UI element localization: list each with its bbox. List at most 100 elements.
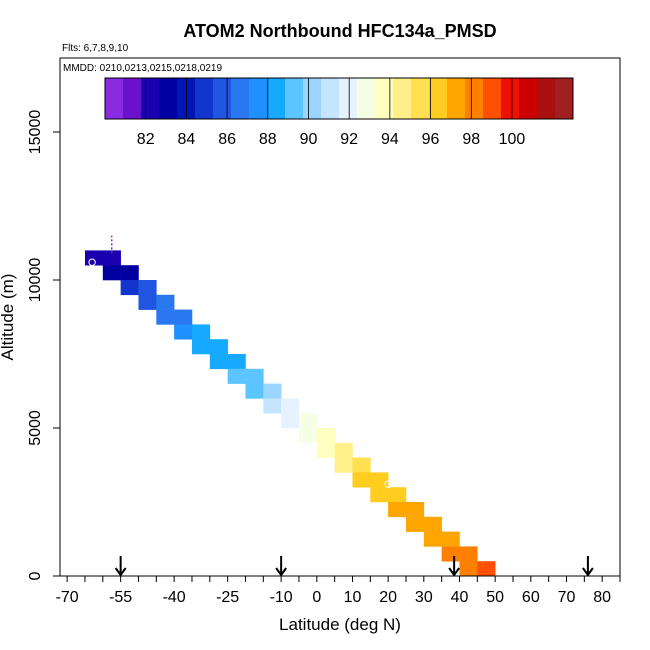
colorbar-swatch bbox=[339, 78, 358, 119]
flight-arrow-head bbox=[114, 567, 127, 577]
heatmap-cell bbox=[281, 413, 300, 429]
heatmap-cell bbox=[352, 457, 371, 473]
y-tick-label: 15000 bbox=[27, 110, 44, 155]
colorbar-swatch bbox=[411, 78, 430, 119]
heatmap-cell bbox=[459, 561, 478, 577]
heatmap-cell bbox=[263, 383, 282, 399]
colorbar-tick-label: 82 bbox=[137, 131, 155, 148]
x-tick-label: 20 bbox=[379, 589, 397, 606]
colorbar-tick-label: 88 bbox=[259, 131, 277, 148]
heatmap-cell bbox=[191, 339, 211, 355]
heatmap-cell bbox=[245, 368, 264, 384]
heatmap-cell bbox=[316, 442, 335, 458]
colorbar-tick-label: 98 bbox=[462, 131, 480, 148]
heatmap-cell bbox=[245, 383, 264, 399]
colorbar-swatch bbox=[141, 78, 160, 119]
heatmap-cell bbox=[388, 487, 407, 503]
x-tick-label: 50 bbox=[486, 589, 504, 606]
heatmap-cell bbox=[102, 265, 121, 281]
x-tick-label: 70 bbox=[558, 589, 576, 606]
colorbar-swatch bbox=[159, 78, 178, 119]
heatmap-cell bbox=[298, 428, 318, 444]
heatmap-cell bbox=[334, 442, 353, 458]
heatmap-cell bbox=[405, 502, 425, 518]
colorbar-swatch bbox=[267, 78, 286, 119]
heatmap-cell bbox=[423, 531, 442, 547]
colorbar-swatch bbox=[555, 78, 574, 119]
colorbar-swatch bbox=[285, 78, 304, 119]
colorbar-swatch bbox=[249, 78, 268, 119]
colorbar-swatch bbox=[465, 78, 484, 119]
y-tick-label: 5000 bbox=[27, 410, 44, 446]
x-tick-label: 30 bbox=[415, 589, 433, 606]
x-tick-label: 40 bbox=[451, 589, 469, 606]
colorbar-swatch bbox=[123, 78, 142, 119]
colorbar-tick-label: 94 bbox=[381, 131, 399, 148]
colorbar-swatch bbox=[483, 78, 502, 119]
flight-arrow-head bbox=[448, 567, 460, 577]
chart-marks bbox=[88, 235, 594, 577]
heatmap-cell bbox=[459, 546, 478, 562]
plot-frame bbox=[59, 57, 621, 577]
colorbar-tick-label: 86 bbox=[218, 131, 236, 148]
colorbar-swatch bbox=[393, 78, 412, 119]
heatmap-cell bbox=[370, 487, 389, 503]
heatmap-cell bbox=[352, 472, 371, 488]
x-axis: -70 -55 -40 -25 -10 0 10 20 30 40 50 60 70 80 bbox=[56, 576, 621, 606]
heatmap-cell bbox=[370, 472, 389, 488]
x-tick-label: 0 bbox=[312, 589, 321, 606]
colorbar-tick-label: 100 bbox=[499, 131, 526, 148]
x-tick-label: -10 bbox=[270, 589, 293, 606]
heatmap-cells bbox=[84, 250, 496, 577]
x-tick-label: -40 bbox=[163, 589, 186, 606]
colorbar-tick-label: 90 bbox=[300, 131, 318, 148]
flight-arrow-head bbox=[275, 567, 287, 577]
colorbar-swatch bbox=[501, 78, 520, 119]
open-circle bbox=[384, 480, 392, 488]
x-tick-label: 10 bbox=[344, 589, 362, 606]
y-tick-label: 0 bbox=[27, 571, 44, 580]
colorbar-swatch bbox=[429, 78, 448, 119]
x-tick-label: 80 bbox=[593, 589, 611, 606]
colorbar-swatch bbox=[447, 78, 466, 119]
heatmap-cell bbox=[263, 398, 282, 414]
colorbar-swatch bbox=[357, 78, 376, 119]
colorbar-swatch bbox=[519, 78, 538, 119]
chart-title: ATOM2 Northbound HFC134a_PMSD bbox=[183, 21, 496, 41]
heatmap-cell bbox=[477, 561, 496, 577]
colorbar-swatch bbox=[105, 78, 124, 119]
colorbar-swatch bbox=[231, 78, 250, 119]
heatmap-cell bbox=[174, 309, 193, 325]
heatmap-cell bbox=[441, 546, 460, 562]
flights-note: Flts: 6,7,8,9,10 bbox=[62, 43, 129, 54]
heatmap-cell bbox=[227, 354, 246, 370]
heatmap-cell bbox=[334, 457, 353, 473]
heatmap-cell bbox=[209, 339, 228, 355]
heatmap-cell bbox=[174, 324, 193, 340]
heatmap-cell bbox=[120, 265, 139, 281]
heatmap-cell bbox=[191, 324, 211, 340]
heatmap-cell bbox=[156, 294, 175, 310]
x-tick-label: -70 bbox=[56, 589, 79, 606]
heatmap-cell bbox=[441, 531, 460, 547]
x-tick-label: 60 bbox=[522, 589, 540, 606]
heatmap-cell bbox=[405, 516, 425, 532]
colorbar-tick-label: 92 bbox=[340, 131, 358, 148]
heatmap-cell bbox=[423, 516, 442, 532]
heatmap-cell bbox=[156, 309, 175, 325]
heatmap-cell bbox=[298, 413, 318, 429]
heatmap-cell bbox=[138, 280, 157, 296]
x-tick-label: -25 bbox=[216, 589, 239, 606]
heatmap-cell bbox=[120, 280, 139, 296]
x-tick-label: -55 bbox=[109, 589, 132, 606]
colorbar-swatch bbox=[321, 78, 340, 119]
heatmap-cell bbox=[227, 368, 246, 384]
colorbar-tick-label: 84 bbox=[177, 131, 195, 148]
y-axis-label: Altitude (m) bbox=[0, 274, 17, 361]
dates-note: MMDD: 0210,0213,0215,0218,0219 bbox=[63, 63, 222, 74]
heatmap-cell bbox=[209, 354, 228, 370]
colorbar: 82 84 86 88 90 92 94 96 98 100 bbox=[104, 77, 574, 148]
colorbar-frame bbox=[104, 77, 574, 120]
colorbar-swatch bbox=[375, 78, 394, 119]
